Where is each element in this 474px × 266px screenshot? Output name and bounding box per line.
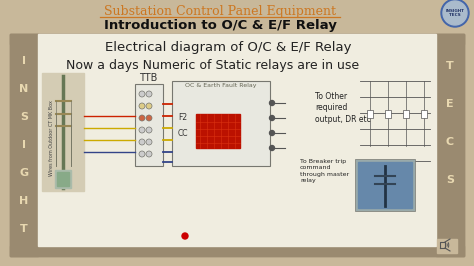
- Circle shape: [146, 127, 152, 133]
- Bar: [42, 73, 84, 191]
- Text: INSIGHT
TECS: INSIGHT TECS: [446, 9, 465, 17]
- Text: To Breaker trip
command
through master
relay: To Breaker trip command through master r…: [300, 159, 349, 183]
- Text: To Other
required
output, DR etc: To Other required output, DR etc: [315, 92, 371, 124]
- Bar: [355, 159, 415, 211]
- Bar: [10, 34, 464, 44]
- Bar: [38, 34, 436, 246]
- Text: N: N: [19, 84, 28, 94]
- Bar: [358, 162, 412, 208]
- Bar: [421, 110, 427, 118]
- Circle shape: [139, 127, 145, 133]
- Circle shape: [146, 151, 152, 157]
- Circle shape: [270, 146, 274, 151]
- Text: G: G: [19, 168, 28, 178]
- Circle shape: [270, 101, 274, 106]
- Circle shape: [139, 139, 145, 145]
- Circle shape: [182, 233, 188, 239]
- Text: Wires from Outdoor CT MK Box: Wires from Outdoor CT MK Box: [49, 100, 55, 176]
- Text: I: I: [22, 56, 26, 66]
- Bar: [10, 34, 464, 256]
- Text: Electrical diagram of O/C & E/F Relay: Electrical diagram of O/C & E/F Relay: [105, 41, 351, 55]
- Bar: [57, 172, 69, 186]
- Circle shape: [146, 139, 152, 145]
- Bar: [436, 34, 464, 256]
- Text: F2: F2: [178, 114, 188, 123]
- Text: TTB: TTB: [139, 73, 157, 83]
- Text: H: H: [19, 196, 28, 206]
- Text: T: T: [20, 224, 28, 234]
- Bar: [172, 81, 270, 166]
- Circle shape: [139, 115, 145, 121]
- Text: I: I: [22, 140, 26, 150]
- Circle shape: [146, 115, 152, 121]
- Circle shape: [139, 151, 145, 157]
- Bar: [403, 110, 409, 118]
- Circle shape: [139, 103, 145, 109]
- Bar: [367, 110, 373, 118]
- Circle shape: [441, 0, 469, 27]
- Text: Now a days Numeric of Static relays are in use: Now a days Numeric of Static relays are …: [66, 60, 360, 73]
- Text: E: E: [446, 99, 454, 109]
- Text: S: S: [446, 175, 454, 185]
- Text: S: S: [20, 112, 28, 122]
- Bar: [10, 34, 38, 256]
- Circle shape: [443, 1, 467, 25]
- Circle shape: [146, 91, 152, 97]
- Bar: [55, 170, 71, 188]
- Bar: [437, 239, 457, 253]
- Circle shape: [270, 115, 274, 120]
- Circle shape: [146, 103, 152, 109]
- Bar: [135, 84, 163, 166]
- Text: Substation Control Panel Equipment: Substation Control Panel Equipment: [104, 5, 336, 18]
- Text: CC: CC: [178, 128, 188, 138]
- Text: OC & Earth Fault Relay: OC & Earth Fault Relay: [185, 84, 257, 89]
- Circle shape: [270, 131, 274, 135]
- Circle shape: [139, 91, 145, 97]
- Bar: [385, 110, 391, 118]
- Text: T: T: [446, 61, 454, 71]
- Bar: [10, 246, 464, 256]
- Text: Introduction to O/C & E/F Relay: Introduction to O/C & E/F Relay: [103, 19, 337, 32]
- Bar: [196, 114, 240, 148]
- Text: C: C: [446, 137, 454, 147]
